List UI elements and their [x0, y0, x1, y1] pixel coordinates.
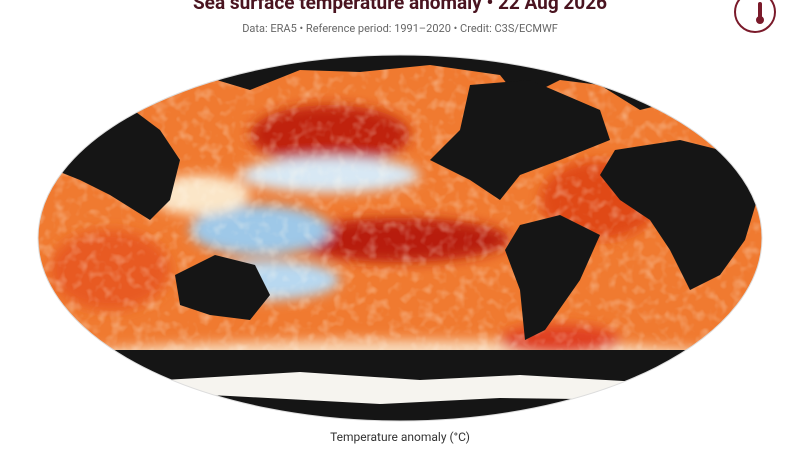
subtitle: Data: ERA5 • Reference period: 1991–2020…	[242, 22, 558, 35]
legend-label: Temperature anomaly (°C)	[330, 430, 470, 444]
globe-outline	[37, 54, 763, 422]
logo	[734, 0, 776, 33]
sea-ice	[130, 372, 700, 404]
title: Sea surface temperature anomaly • 22 Aug…	[193, 0, 607, 14]
sst-anomaly-map	[38, 55, 762, 421]
